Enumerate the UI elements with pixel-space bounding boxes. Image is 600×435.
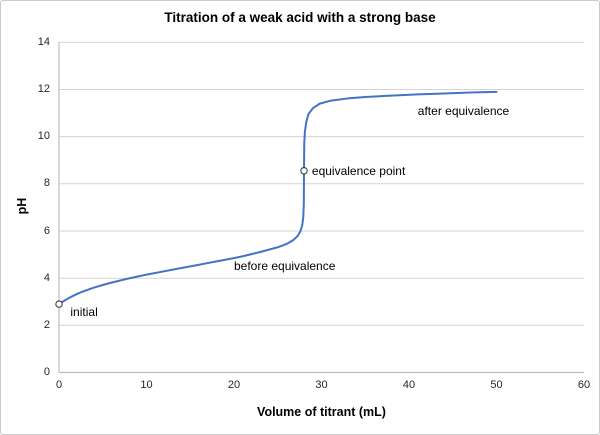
annotation-initial: initial [70,305,98,320]
data-point-marker [300,167,308,175]
y-tick-label: 4 [43,271,50,284]
y-tick-label: 0 [43,366,50,378]
annotation-before-equivalence: before equivalence [234,259,336,274]
y-tick-label: 14 [37,35,50,48]
annotation-after-equivalence: after equivalence [417,103,510,118]
x-tick-label: 60 [577,379,591,391]
data-point-marker [55,300,63,308]
y-tick-label: 2 [43,318,50,331]
y-tick-label: 8 [43,177,50,190]
chart-title: Titration of a weak acid with a strong b… [164,10,436,25]
x-tick-label: 30 [315,379,328,391]
y-tick-label: 10 [37,130,50,143]
titration-curve [58,90,498,306]
x-tick-label: 40 [402,379,416,391]
x-tick-label: 50 [490,379,503,391]
y-tick-label: 6 [43,224,50,237]
annotation-equivalence-point: equivalence point [311,163,406,178]
x-tick-label: 20 [227,379,241,391]
y-tick-label: 12 [37,83,50,95]
x-tick-label: 0 [55,379,63,391]
x-tick-label: 10 [140,379,153,391]
x-axis-title: Volume of titrant (mL) [257,405,386,419]
